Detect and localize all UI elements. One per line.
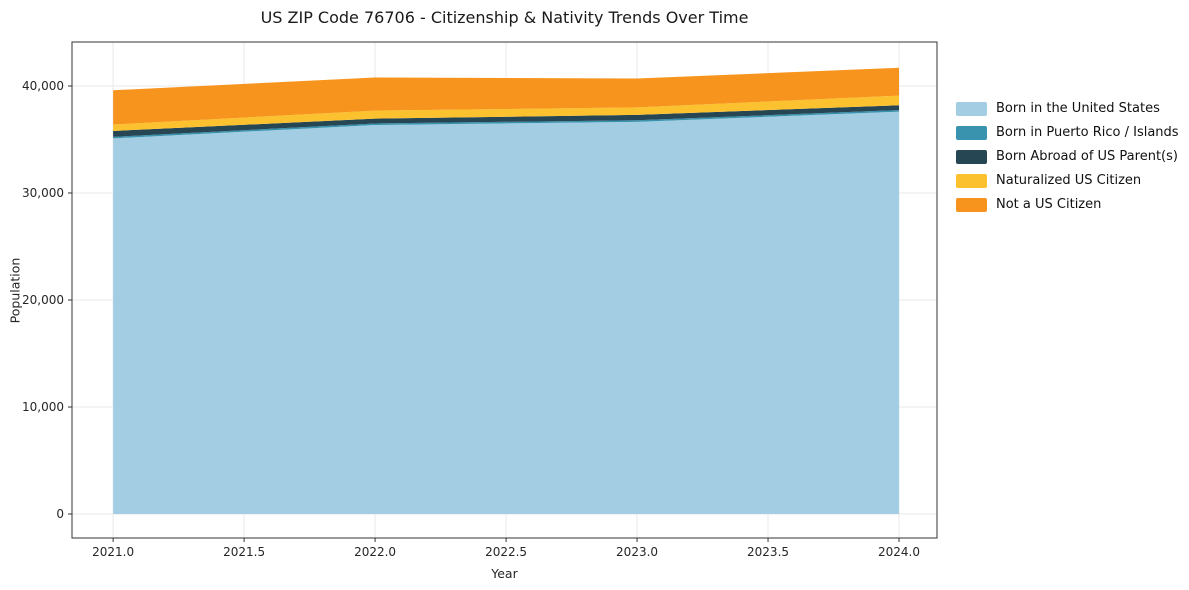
legend-swatch-born-abroad — [956, 149, 987, 164]
x-tick-label: 2021.5 — [223, 545, 265, 559]
y-axis-label: Population — [7, 257, 23, 324]
legend-label: Born in Puerto Rico / Islands — [996, 125, 1179, 140]
tick-labels: 2021.0 2021.5 2022.0 2022.5 2023.0 2023.5 2024… — [22, 79, 920, 559]
x-tick-label: 2022.0 — [354, 545, 396, 559]
legend-item: Naturalized US Citizen — [956, 173, 1179, 188]
y-tick-label: 40,000 — [22, 79, 64, 93]
legend-item: Born in the United States — [956, 101, 1179, 116]
x-tick-label: 2022.5 — [485, 545, 527, 559]
legend-swatch-naturalized — [956, 173, 987, 188]
area-series-0 — [113, 111, 900, 514]
area-series-2 — [113, 105, 900, 137]
x-tick-label: 2023.0 — [616, 545, 658, 559]
area-series-4 — [113, 67, 900, 125]
y-tick-label: 10,000 — [22, 400, 64, 414]
legend-label: Naturalized US Citizen — [996, 173, 1142, 188]
y-tick-label: 0 — [56, 507, 64, 521]
x-tick-label: 2024.0 — [878, 545, 920, 559]
chart-title: US ZIP Code 76706 - Citizenship & Nativi… — [260, 8, 749, 27]
legend-label: Born in the United States — [996, 101, 1160, 116]
legend-item: Born in Puerto Rico / Islands — [956, 125, 1179, 140]
area-series-3 — [113, 95, 900, 131]
legend-swatch-born-us — [956, 101, 987, 116]
legend-label: Born Abroad of US Parent(s) — [996, 149, 1178, 164]
legend-label: Not a US Citizen — [996, 197, 1102, 212]
legend-item: Not a US Citizen — [956, 197, 1179, 212]
legend-item: Born Abroad of US Parent(s) — [956, 149, 1179, 164]
tick-marks — [68, 85, 900, 542]
legend-swatch-puerto-rico — [956, 125, 987, 140]
x-axis-label: Year — [491, 566, 518, 581]
plot-border — [71, 41, 938, 539]
y-tick-label: 30,000 — [22, 186, 64, 200]
x-tick-label: 2023.5 — [747, 545, 789, 559]
x-tick-label: 2021.0 — [92, 545, 134, 559]
legend: Born in the United States Born in Puerto… — [956, 101, 1179, 212]
legend-swatch-not-citizen — [956, 197, 987, 212]
y-tick-label: 20,000 — [22, 293, 64, 307]
